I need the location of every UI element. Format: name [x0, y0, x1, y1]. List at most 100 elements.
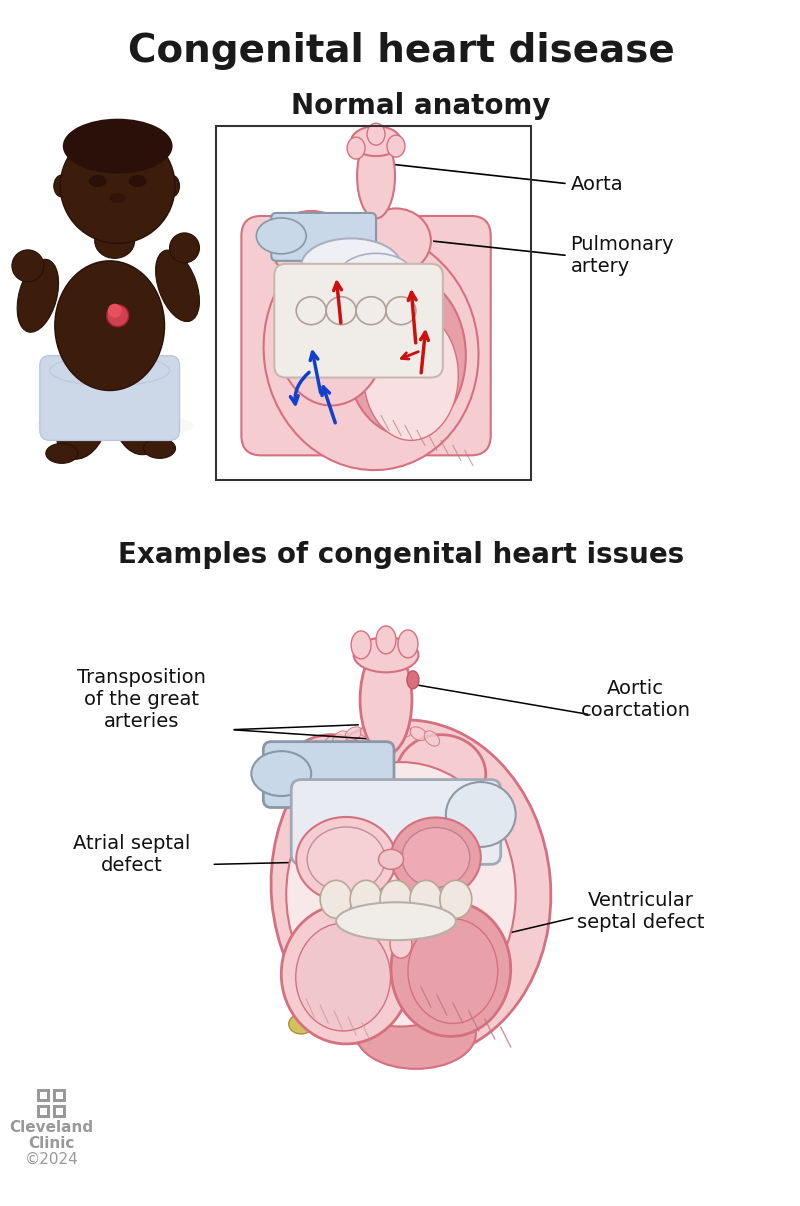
Ellipse shape [55, 260, 165, 391]
Ellipse shape [386, 297, 416, 324]
Ellipse shape [354, 638, 418, 672]
Ellipse shape [361, 725, 378, 737]
Ellipse shape [396, 734, 486, 814]
Ellipse shape [155, 250, 199, 322]
Text: Ventricular
septal defect: Ventricular septal defect [577, 891, 704, 932]
Text: Examples of congenital heart issues: Examples of congenital heart issues [118, 541, 684, 569]
Ellipse shape [271, 720, 551, 1059]
Text: Clinic: Clinic [28, 1136, 74, 1151]
Ellipse shape [282, 734, 381, 825]
Ellipse shape [276, 265, 386, 405]
FancyBboxPatch shape [291, 779, 501, 865]
Ellipse shape [50, 356, 170, 386]
Ellipse shape [94, 223, 134, 258]
Bar [40, 1108, 47, 1114]
Ellipse shape [144, 439, 175, 458]
Bar [37, 1089, 50, 1102]
Ellipse shape [446, 781, 516, 847]
Text: ©2024: ©2024 [25, 1152, 78, 1166]
Ellipse shape [338, 253, 414, 298]
Ellipse shape [402, 827, 470, 888]
Text: Atrial septal
defect: Atrial septal defect [73, 833, 190, 874]
Ellipse shape [350, 880, 382, 918]
FancyBboxPatch shape [40, 356, 179, 440]
Ellipse shape [357, 134, 395, 218]
Ellipse shape [391, 818, 481, 897]
FancyBboxPatch shape [271, 213, 376, 260]
Ellipse shape [346, 727, 362, 740]
Bar [56, 1108, 62, 1114]
Ellipse shape [408, 919, 498, 1024]
Ellipse shape [424, 731, 439, 747]
FancyBboxPatch shape [242, 216, 490, 456]
Text: Congenital heart disease: Congenital heart disease [127, 33, 674, 70]
Ellipse shape [46, 444, 78, 463]
Ellipse shape [286, 762, 516, 1026]
Ellipse shape [387, 135, 405, 157]
Ellipse shape [347, 137, 365, 159]
Ellipse shape [323, 737, 337, 753]
Ellipse shape [376, 626, 396, 654]
Ellipse shape [263, 232, 478, 470]
Text: Transposition
of the great
arteries: Transposition of the great arteries [77, 668, 206, 731]
Bar [217, 127, 530, 480]
Ellipse shape [394, 725, 412, 737]
Ellipse shape [106, 305, 129, 327]
Circle shape [170, 233, 199, 263]
Ellipse shape [296, 924, 390, 1031]
Ellipse shape [108, 304, 122, 317]
Ellipse shape [351, 127, 401, 156]
Ellipse shape [380, 880, 412, 918]
Ellipse shape [62, 118, 173, 174]
Ellipse shape [271, 211, 351, 281]
Ellipse shape [307, 827, 385, 891]
Ellipse shape [17, 259, 58, 332]
Bar [53, 1089, 66, 1102]
Bar [37, 1105, 50, 1118]
FancyBboxPatch shape [274, 264, 443, 377]
Ellipse shape [289, 1014, 314, 1034]
Ellipse shape [110, 193, 126, 203]
Ellipse shape [390, 930, 412, 958]
Ellipse shape [251, 751, 311, 796]
Ellipse shape [54, 175, 70, 197]
Bar [53, 1105, 66, 1118]
Ellipse shape [296, 816, 396, 902]
Bar [40, 1091, 47, 1099]
Text: Normal anatomy: Normal anatomy [291, 92, 550, 121]
Ellipse shape [282, 904, 411, 1044]
Text: Pulmonary
artery: Pulmonary artery [434, 235, 674, 276]
Ellipse shape [89, 175, 106, 187]
Ellipse shape [336, 902, 456, 941]
Text: Aortic
coarctation: Aortic coarctation [581, 679, 690, 720]
Text: Aorta: Aorta [384, 163, 623, 193]
Ellipse shape [363, 311, 458, 440]
Ellipse shape [377, 724, 395, 736]
Ellipse shape [320, 880, 352, 918]
Ellipse shape [378, 849, 403, 870]
Ellipse shape [56, 392, 107, 459]
Ellipse shape [410, 727, 426, 740]
Ellipse shape [361, 209, 431, 274]
FancyBboxPatch shape [263, 742, 394, 808]
Ellipse shape [326, 297, 356, 324]
Text: Cleveland: Cleveland [10, 1119, 94, 1135]
Ellipse shape [256, 218, 306, 253]
Ellipse shape [296, 297, 326, 324]
Ellipse shape [113, 386, 162, 455]
Ellipse shape [351, 631, 371, 658]
Ellipse shape [346, 276, 466, 435]
Ellipse shape [302, 239, 401, 293]
Ellipse shape [356, 297, 386, 324]
Circle shape [12, 250, 44, 282]
Ellipse shape [163, 175, 179, 197]
Ellipse shape [407, 671, 419, 689]
Ellipse shape [129, 175, 146, 187]
Ellipse shape [410, 880, 442, 918]
Ellipse shape [360, 645, 412, 755]
Ellipse shape [35, 412, 194, 438]
Ellipse shape [367, 123, 385, 145]
Ellipse shape [391, 902, 510, 1036]
Ellipse shape [398, 630, 418, 657]
Ellipse shape [440, 880, 472, 918]
